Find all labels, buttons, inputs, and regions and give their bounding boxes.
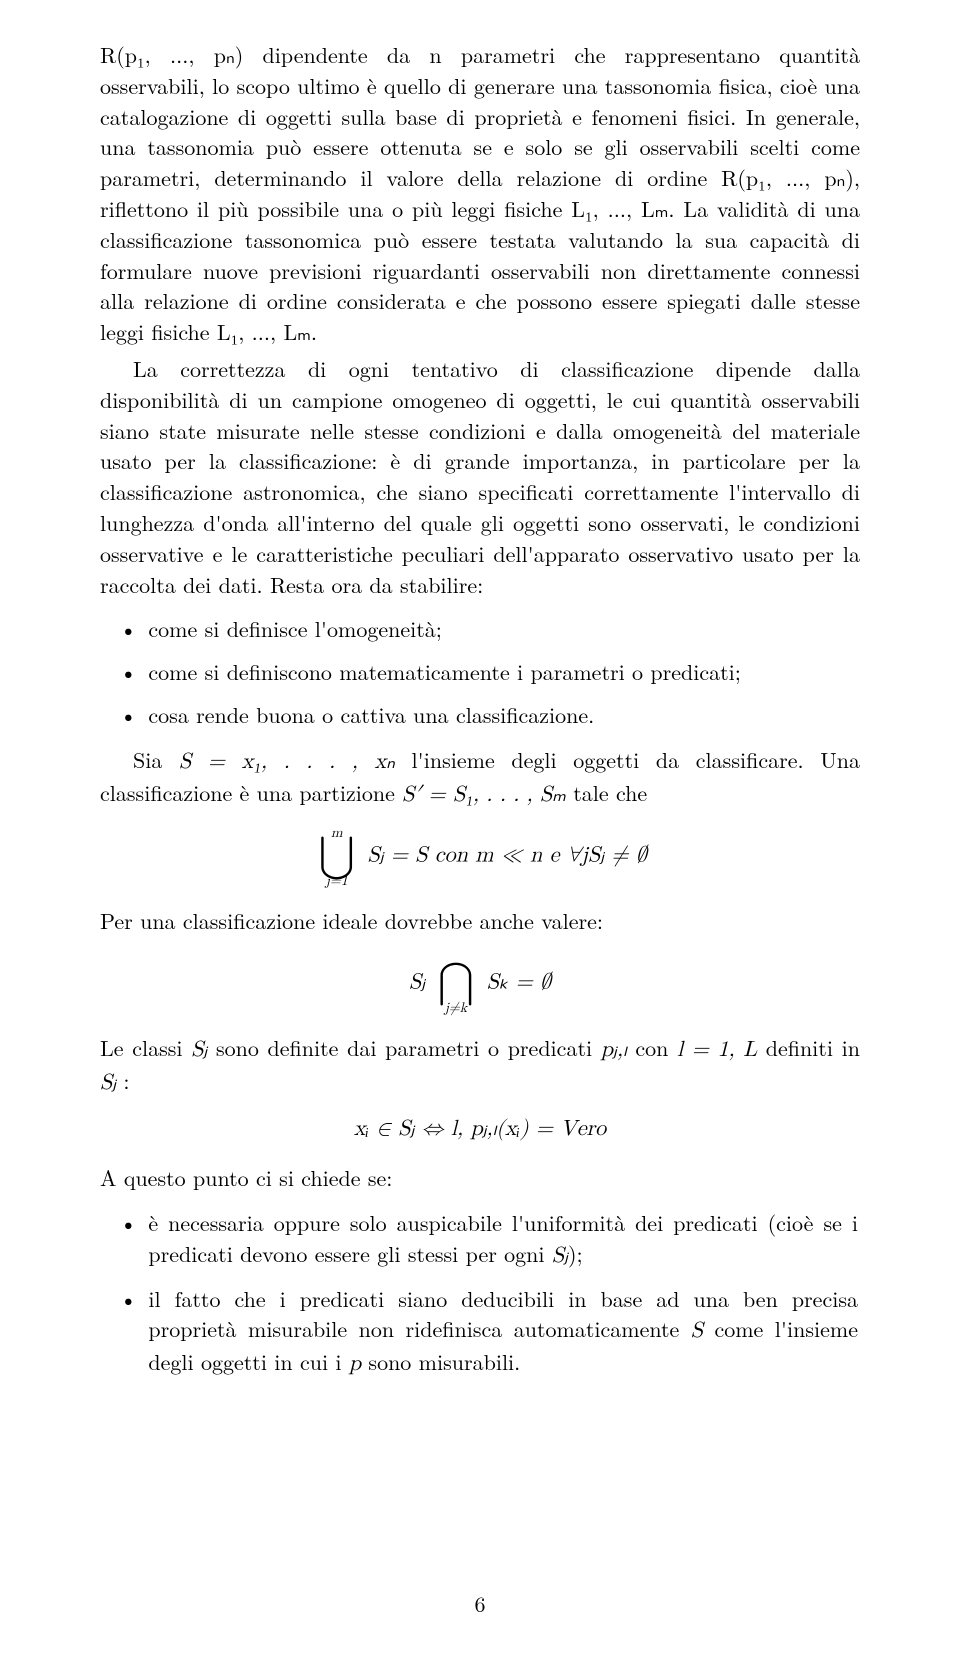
bullet-list-2: è necessaria oppure solo auspicabile l'u…	[100, 1208, 860, 1380]
text: :	[116, 1065, 129, 1096]
equation-2: Sⱼ ⋂ j≠k Sₖ = ∅	[100, 953, 860, 1015]
math-inline: Sⱼ	[100, 1072, 116, 1094]
equation-rhs: Sₖ = ∅	[487, 972, 551, 994]
equation-1: m ⋃ j=1 Sⱼ = S con m ≪ n e ∀jSⱼ ≠ ∅	[100, 826, 860, 888]
paragraph-4: Per una classificazione ideale dovrebbe …	[100, 906, 860, 937]
big-union: m ⋃ j=1	[319, 826, 354, 888]
list-item: è necessaria oppure solo auspicabile l'u…	[148, 1208, 860, 1272]
big-intersection: ⋂ j≠k	[438, 953, 473, 1015]
union-icon: ⋃	[319, 838, 354, 876]
math-inline: l = 1, L	[677, 1039, 757, 1061]
text: Sia	[133, 744, 179, 775]
text: tale che	[566, 777, 647, 808]
text: è necessaria oppure solo auspicabile l'u…	[148, 1207, 858, 1269]
math-inline: pⱼ,ₗ	[601, 1039, 627, 1061]
equation-rhs: Sⱼ = S con m ≪ n e ∀jSⱼ ≠ ∅	[367, 845, 646, 867]
paragraph-1: R(p₁, ..., pₙ) dipendente da n parametri…	[100, 40, 860, 348]
intersection-icon: ⋂	[438, 965, 473, 1003]
list-item: come si definisce l'omogeneità;	[148, 614, 860, 645]
page: R(p₁, ..., pₙ) dipendente da n parametri…	[0, 0, 960, 1654]
paragraph-5: Le classi Sⱼ sono definite dai parametri…	[100, 1033, 860, 1099]
math-inline: Sⱼ	[191, 1039, 207, 1061]
math-inline: S = x₁, . . . , xₙ	[179, 751, 395, 773]
text: sono misurabili.	[361, 1346, 520, 1377]
paragraph-2: La correttezza di ogni tentativo di clas…	[100, 354, 860, 600]
paragraph-6: A questo punto ci si chiede se:	[100, 1163, 860, 1194]
text: sono definite dai parametri o predicati	[207, 1032, 601, 1063]
math-inline: p	[349, 1353, 361, 1375]
math-inline: S	[691, 1320, 703, 1342]
text: Le classi	[100, 1032, 191, 1063]
text: definiti in	[757, 1032, 860, 1063]
bullet-list-1: come si definisce l'omogeneità; come si …	[100, 614, 860, 730]
list-item: cosa rende buona o cattiva una classific…	[148, 700, 860, 731]
math-inline: Sⱼ	[552, 1245, 568, 1267]
list-item: il fatto che i predicati siano deducibil…	[148, 1284, 860, 1380]
page-number: 6	[0, 1589, 960, 1620]
paragraph-3: Sia S = x₁, . . . , xₙ l'insieme degli o…	[100, 745, 860, 811]
text: con	[627, 1032, 677, 1063]
math-inline: S′ = S₁, . . . , Sₘ	[402, 784, 566, 806]
text: );	[568, 1238, 583, 1269]
equation-lhs: Sⱼ	[409, 972, 425, 994]
list-item: come si definiscono matematicamente i pa…	[148, 657, 860, 688]
equation-3: xᵢ ∈ Sⱼ ⇔ l, pⱼ,ₗ(xᵢ) = Vero	[100, 1114, 860, 1145]
